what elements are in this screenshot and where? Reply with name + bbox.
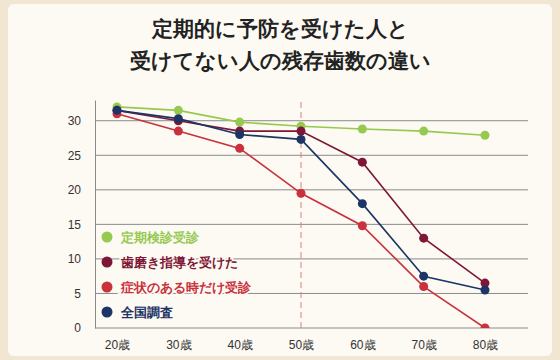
x-tick: 70歳 [411, 328, 436, 352]
series-marker [235, 144, 244, 153]
series-marker [358, 158, 367, 167]
grid-line [95, 224, 528, 225]
y-tick: 30 [68, 114, 95, 128]
x-tick-label: 70歳 [411, 338, 436, 352]
series-line [117, 107, 485, 135]
y-axis-line [95, 101, 96, 329]
series-marker [174, 127, 183, 136]
series-line [117, 114, 485, 328]
series-marker [174, 106, 183, 115]
series-marker [113, 106, 122, 115]
x-tick-label: 60歳 [350, 338, 375, 352]
x-tick-label: 30歳 [166, 338, 191, 352]
series-line [117, 110, 485, 290]
y-tick: 0 [74, 321, 95, 335]
legend-label: 歯磨き指導を受けた [120, 255, 238, 270]
grid-line [95, 189, 528, 190]
card [8, 4, 552, 356]
series-marker [481, 131, 490, 140]
x-tick: 50歳 [289, 328, 314, 352]
grid [95, 121, 528, 328]
x-axis: 20歳 30歳 40歳 50歳 60歳 70歳 80歳 [105, 328, 498, 352]
series-marker [297, 189, 306, 198]
series-marker [358, 125, 367, 134]
series-marker [419, 272, 428, 281]
y-tick-label: 5 [74, 287, 81, 301]
legend-swatch [102, 307, 113, 318]
title-line: 定期的に予防を受けた人と [151, 17, 409, 41]
y-tick: 15 [68, 218, 95, 232]
legend-label: 定期検診受診 [120, 230, 200, 245]
series-marker [297, 127, 306, 136]
series-marker [481, 324, 490, 329]
series-marker [235, 118, 244, 127]
title-line: 受けてない人の残存歯数の違い [130, 49, 431, 73]
series-marker [419, 282, 428, 291]
x-tick: 80歳 [473, 328, 498, 352]
series-marker [358, 221, 367, 230]
legend-label: 症状のある時だけ受診 [120, 280, 252, 295]
y-tick: 20 [68, 183, 95, 197]
x-tick-label: 50歳 [289, 338, 314, 352]
series-marker [174, 114, 183, 123]
y-tick: 5 [74, 287, 95, 301]
series-marker [297, 135, 306, 144]
chart: 定期的に予防を受けた人と受けてない人の残存歯数の違い 0 5 10 15 20 25 30 20… [0, 0, 560, 360]
y-tick-label: 25 [68, 149, 82, 163]
series-marker [419, 234, 428, 243]
y-tick-label: 20 [68, 183, 82, 197]
y-axis: 0 5 10 15 20 25 30 [68, 101, 96, 336]
x-tick-label: 20歳 [105, 338, 130, 352]
y-tick-label: 10 [68, 252, 82, 266]
legend-swatch [102, 282, 113, 293]
y-tick-label: 15 [68, 218, 82, 232]
legend-swatch [102, 232, 113, 243]
legend-label: 全国調査 [120, 305, 173, 320]
plot-area [113, 102, 490, 328]
x-tick: 20歳 [105, 328, 130, 352]
x-tick: 30歳 [166, 328, 191, 352]
series-marker [358, 199, 367, 208]
y-tick: 25 [68, 149, 95, 163]
x-tick-label: 40歳 [227, 338, 252, 352]
y-tick-label: 0 [74, 321, 81, 335]
x-tick-label: 80歳 [473, 338, 498, 352]
legend: 定期検診受診歯磨き指導を受けた症状のある時だけ受診全国調査 [102, 230, 253, 320]
series-marker [481, 286, 490, 295]
grid-line [95, 328, 528, 329]
y-tick-label: 30 [68, 114, 82, 128]
title: 定期的に予防を受けた人と受けてない人の残存歯数の違い [130, 17, 431, 73]
grid-line [95, 155, 528, 156]
legend-swatch [102, 257, 113, 268]
series-line [117, 110, 485, 283]
series-marker [235, 130, 244, 139]
x-tick: 60歳 [350, 328, 375, 352]
series-marker [113, 106, 122, 115]
y-tick: 10 [68, 252, 95, 266]
series-marker [419, 127, 428, 136]
x-tick: 40歳 [227, 328, 252, 352]
grid-line [95, 120, 528, 121]
